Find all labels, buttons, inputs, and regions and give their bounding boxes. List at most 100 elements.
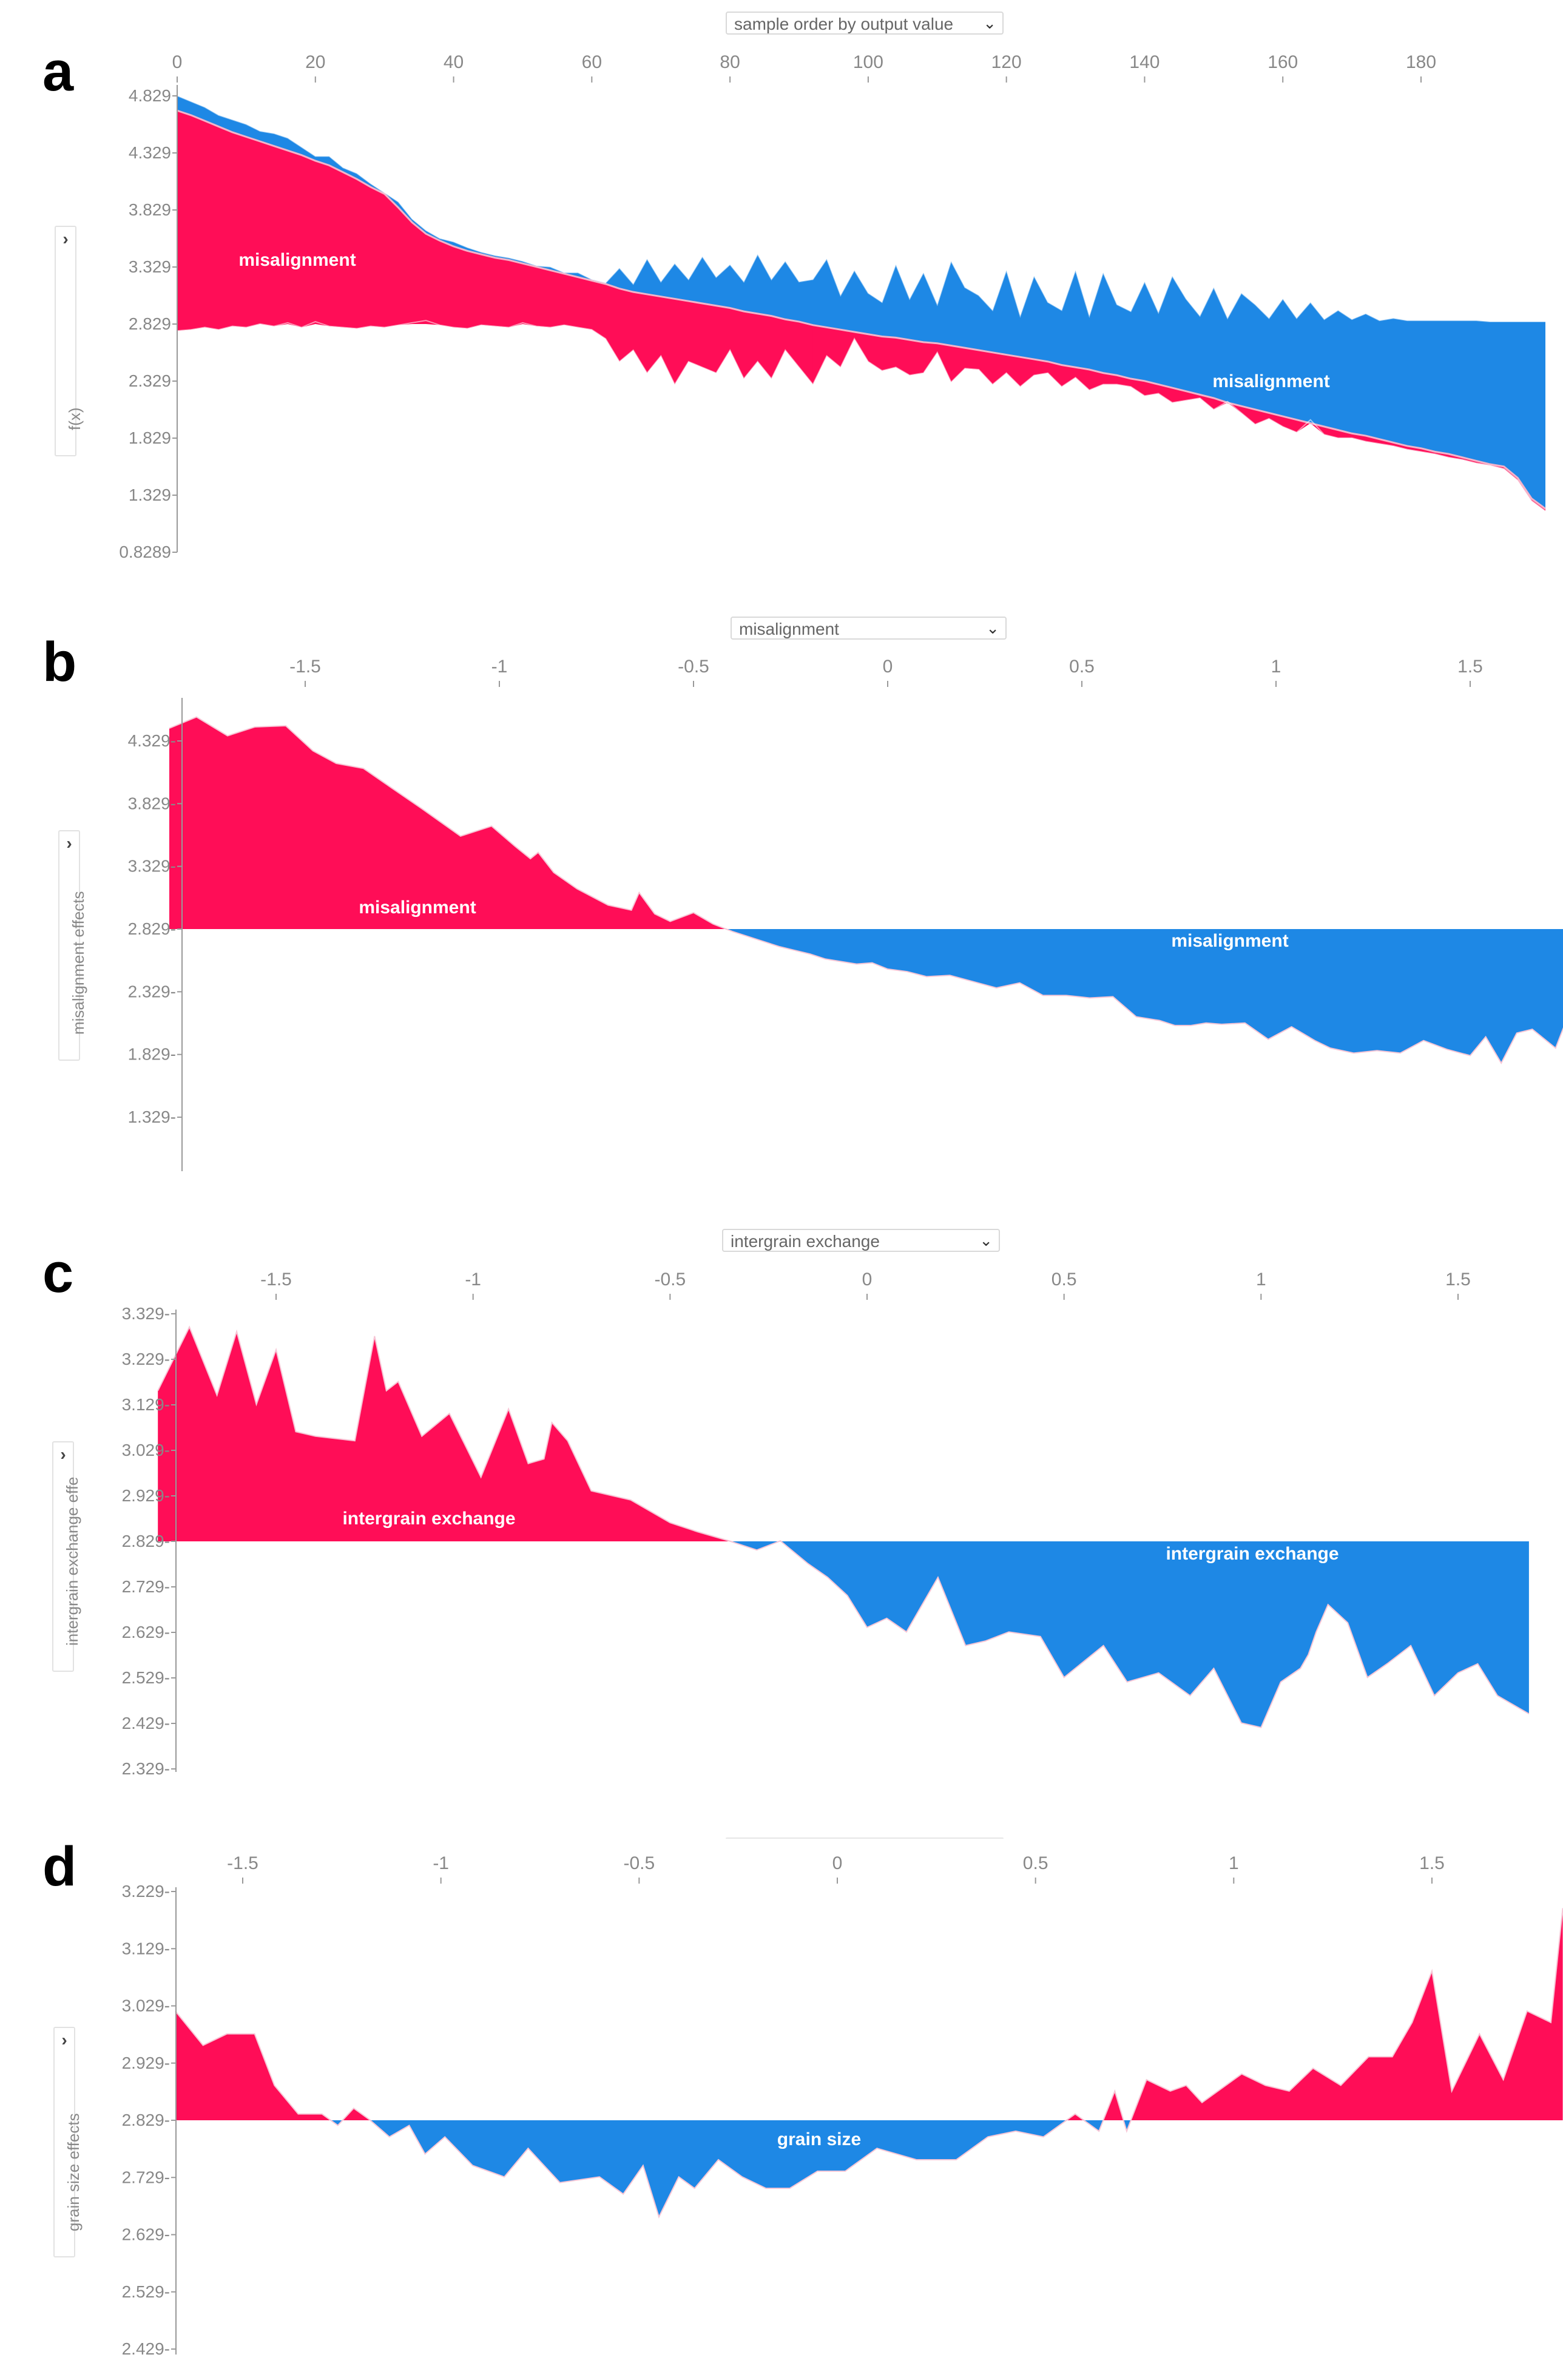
- y-tick-label: 3.129-: [122, 1939, 170, 1958]
- y-tick-label: 2.429-: [122, 1714, 170, 1733]
- x-tick-label: -1: [433, 1853, 449, 1873]
- feature-select[interactable]: [726, 1837, 1004, 1840]
- y-tick-label: 2.929-: [122, 2054, 170, 2072]
- y-tick-label: 2.529-: [122, 1668, 170, 1687]
- y-tick-label: 3.329-: [122, 1304, 170, 1323]
- negative-effect-area: [177, 95, 1545, 509]
- y-axis: 3.229- 3.129- 3.029- 2.929- 2.829- 2.729- 2.62…: [122, 1882, 177, 2358]
- y-tick-label: 3.229-: [122, 1350, 170, 1368]
- x-tick-label: 160: [1268, 52, 1298, 72]
- x-tick-label: 80: [720, 52, 740, 72]
- chevron-down-icon: ⌄: [979, 1231, 993, 1249]
- y-tick-label: 2.829: [129, 314, 171, 333]
- plot-area: misalignment misalignment: [169, 716, 1563, 1064]
- y-tick-label: 3.029-: [122, 1996, 170, 2015]
- x-tick-label: 20: [305, 52, 325, 72]
- x-tick-label: 120: [991, 52, 1022, 72]
- y-tick-label: 0.8289: [119, 543, 171, 561]
- chevron-right-icon: ›: [66, 834, 72, 853]
- negative-effect-area: [175, 2120, 1563, 2217]
- y-axis-selector[interactable]: › f(x): [55, 226, 84, 456]
- x-tick-label: 1: [1271, 657, 1281, 677]
- x-tick-label: -0.5: [654, 1269, 686, 1290]
- select-value: intergrain exchange: [731, 1232, 880, 1251]
- x-tick-label: 1.5: [1457, 657, 1483, 677]
- x-tick-label: 0: [862, 1269, 873, 1290]
- y-axis-selector[interactable]: › intergrain exchange effe: [52, 1441, 81, 1672]
- y-tick-label: 2.429-: [122, 2339, 170, 2358]
- positive-effect-area: [158, 1327, 1529, 1541]
- y-tick-label: 1.329: [129, 485, 171, 504]
- x-axis: 0 20 40 60 80 100 120 140 160 180: [172, 52, 1436, 83]
- y-axis-selector[interactable]: › misalignment effects: [58, 830, 87, 1061]
- y-axis: 3.329- 3.229- 3.129- 3.029- 2.929- 2.829- 2.72…: [122, 1304, 177, 1778]
- feature-select[interactable]: intergrain exchange ⌄: [722, 1229, 1000, 1252]
- chevron-right-icon: ›: [60, 1445, 66, 1464]
- y-tick-label: 3.129-: [122, 1395, 170, 1414]
- chart-c: intergrain exchange intergrain exchange 3.…: [122, 1269, 1530, 1778]
- feature-label: intergrain exchange: [1166, 1544, 1339, 1564]
- y-tick-label: 1.829-: [128, 1045, 176, 1064]
- effect-line: [169, 716, 1563, 1064]
- chevron-down-icon: ⌄: [986, 619, 999, 637]
- x-tick-label: 0: [172, 52, 183, 72]
- x-tick-label: 1: [1229, 1853, 1239, 1873]
- y-tick-label: 2.329: [129, 371, 171, 390]
- x-tick-label: 140: [1129, 52, 1160, 72]
- x-tick-label: 60: [582, 52, 602, 72]
- y-tick-label: 3.329: [129, 257, 171, 276]
- x-tick-label: 180: [1406, 52, 1436, 72]
- negative-effect-area: [812, 323, 1545, 509]
- feature-select[interactable]: misalignment ⌄: [731, 617, 1007, 640]
- chevron-down-icon: ⌄: [983, 14, 996, 32]
- plot-area: misalignment misalignment: [177, 95, 1546, 512]
- y-tick-label: 2.629-: [122, 1623, 170, 1641]
- x-tick-label: 1.5: [1419, 1853, 1445, 1873]
- y-tick-label: 3.829-: [128, 794, 176, 813]
- y-tick-label: 3.329-: [128, 857, 176, 876]
- panel-c: c intergrain exchange ⌄ › intergrain exc…: [42, 1229, 1530, 1778]
- y-tick-label: 2.829-: [128, 919, 176, 938]
- y-tick-label: 1.329-: [128, 1107, 176, 1126]
- y-tick-label: 2.829-: [122, 1532, 170, 1550]
- chevron-right-icon: ›: [62, 229, 69, 248]
- y-tick-label: 3.229-: [122, 1882, 170, 1901]
- positive-effect-area: [812, 325, 1545, 512]
- chart-b: misalignment misalignment 4.329- 3.829- 3.32…: [128, 657, 1563, 1171]
- panel-a: a sample order by output value ⌄ › f(x) …: [0, 0, 1563, 583]
- x-axis: -1.5 -1 -0.5 0 0.5 1 1.5: [260, 1269, 1471, 1300]
- chart-a: misalignment misalignment 4.829 4.329 3.829 3…: [119, 52, 1546, 561]
- positive-effect-area: [169, 717, 1563, 929]
- sample-order-select[interactable]: sample order by output value ⌄: [726, 12, 1004, 35]
- y-tick-label: 2.829-: [122, 2111, 170, 2129]
- panel-label: d: [42, 1836, 77, 1898]
- feature-label: misalignment: [1212, 371, 1329, 391]
- feature-boundary-line: [177, 95, 1545, 323]
- effect-line: [175, 1908, 1563, 2219]
- x-tick-label: 1.5: [1445, 1269, 1471, 1290]
- x-tick-label: 0: [832, 1853, 843, 1873]
- y-tick-label: 2.929-: [122, 1486, 170, 1505]
- x-tick-label: -1.5: [289, 657, 321, 677]
- x-axis: -1.5 -1 -0.5 0 0.5 1 1.5: [227, 1853, 1445, 1884]
- y-tick-label: 2.529-: [122, 2282, 170, 2301]
- feature-label: intergrain exchange: [342, 1509, 515, 1529]
- chevron-right-icon: ›: [61, 2030, 67, 2049]
- y-tick-label: 4.329: [129, 143, 171, 162]
- y-axis-selector[interactable]: › grain size effects: [53, 2027, 83, 2257]
- y-tick-label: 1.829: [129, 428, 171, 447]
- y-tick-label: 2.729-: [122, 1577, 170, 1596]
- y-tick-label: 2.329-: [128, 982, 176, 1001]
- y-tick-label: 3.829: [129, 200, 171, 219]
- x-tick-label: 0.5: [1069, 657, 1095, 677]
- x-tick-label: -1.5: [260, 1269, 292, 1290]
- y-axis: 4.829 4.329 3.829 3.329 2.829 2.329 1.829 1.329…: [119, 85, 178, 561]
- effect-line: [157, 1325, 1530, 1728]
- positive-effect-area: [177, 110, 799, 385]
- select-value: sample order by output value: [734, 15, 954, 33]
- x-tick-label: -1: [491, 657, 508, 677]
- panel-label: a: [42, 41, 74, 103]
- feature-label: misalignment: [1171, 931, 1288, 951]
